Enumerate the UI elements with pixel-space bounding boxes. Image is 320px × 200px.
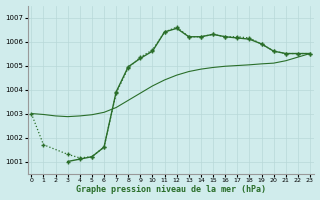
X-axis label: Graphe pression niveau de la mer (hPa): Graphe pression niveau de la mer (hPa) (76, 185, 266, 194)
